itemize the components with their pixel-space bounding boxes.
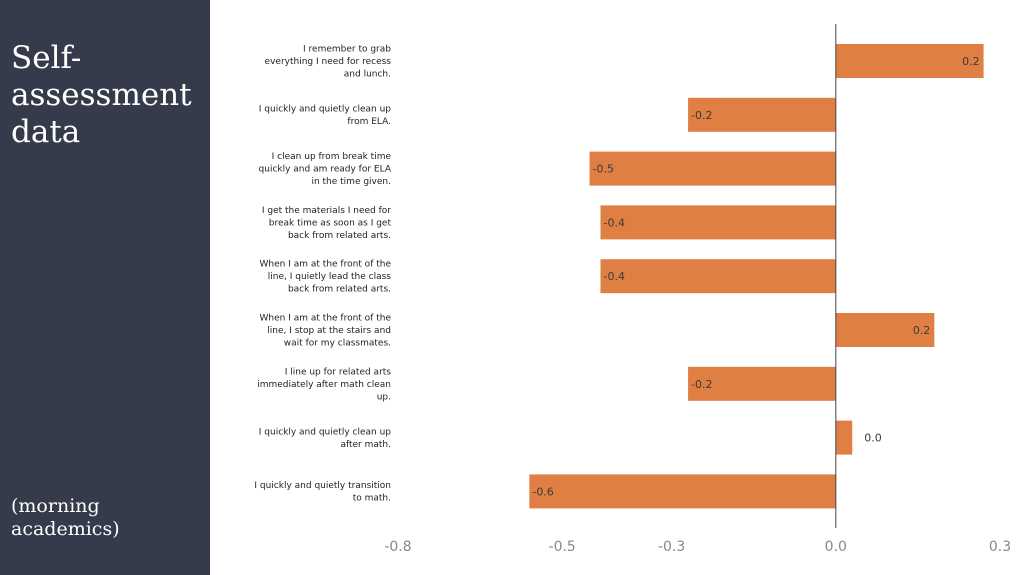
bar [688, 97, 836, 132]
data-label: -0.2 [691, 109, 712, 122]
category-label: up. [377, 392, 391, 402]
x-tick-label: 0.0 [825, 539, 847, 555]
bar [835, 313, 935, 347]
data-label: 0.2 [913, 324, 931, 337]
category-label: and lunch. [344, 70, 391, 80]
bar [600, 205, 836, 240]
x-tick-label: -0.3 [658, 539, 685, 555]
category-label: line, I stop at the stairs and [267, 326, 391, 336]
category-label: When I am at the front of the [260, 314, 392, 324]
category-label: everything I need for recess [265, 57, 392, 67]
category-label: I remember to grab [303, 45, 391, 55]
bar [688, 366, 836, 401]
slide-subtitle: (morning academics) [11, 495, 120, 540]
bar [835, 420, 853, 455]
x-tick-label: -0.5 [549, 539, 576, 555]
category-label: to math. [353, 494, 391, 504]
category-label: I get the materials I need for [262, 206, 391, 216]
category-label: quickly and am ready for ELA [259, 165, 392, 175]
x-tick-label: -0.8 [384, 539, 411, 555]
sidebar-panel: Self-assessment data (morning academics) [0, 0, 210, 575]
category-label: I clean up from break time [272, 152, 392, 162]
category-label: When I am at the front of the [260, 260, 392, 270]
bar [529, 474, 836, 509]
category-label: immediately after math clean [257, 380, 391, 390]
bar [589, 151, 836, 186]
category-label: in the time given. [311, 177, 391, 187]
category-label: after math. [340, 440, 391, 450]
category-label: from ELA. [347, 117, 391, 127]
category-label: back from related arts. [288, 285, 391, 295]
category-label: break time as soon as I get [269, 218, 392, 228]
category-label: wait for my classmates. [284, 339, 391, 349]
category-label: I quickly and quietly clean up [259, 427, 392, 437]
category-label: I quickly and quietly transition [254, 481, 391, 491]
category-label: back from related arts. [288, 231, 391, 241]
data-label: 0.2 [962, 55, 980, 68]
category-label: I quickly and quietly clean up [259, 105, 392, 115]
data-label: -0.4 [603, 270, 624, 283]
bar [600, 259, 836, 294]
x-tick-label: 0.3 [989, 539, 1011, 555]
data-label: 0.0 [864, 432, 882, 445]
slide-title: Self-assessment data [11, 40, 192, 150]
category-label: I line up for related arts [285, 367, 392, 377]
bar-chart: 0.2 I remember to grab everything I need f… [254, 24, 1011, 555]
data-label: -0.4 [603, 216, 624, 229]
data-label: -0.2 [691, 378, 712, 391]
bar [835, 44, 984, 78]
data-label: -0.6 [532, 485, 553, 498]
category-label: line, I quietly lead the class [268, 272, 392, 282]
data-label: -0.5 [593, 163, 614, 176]
